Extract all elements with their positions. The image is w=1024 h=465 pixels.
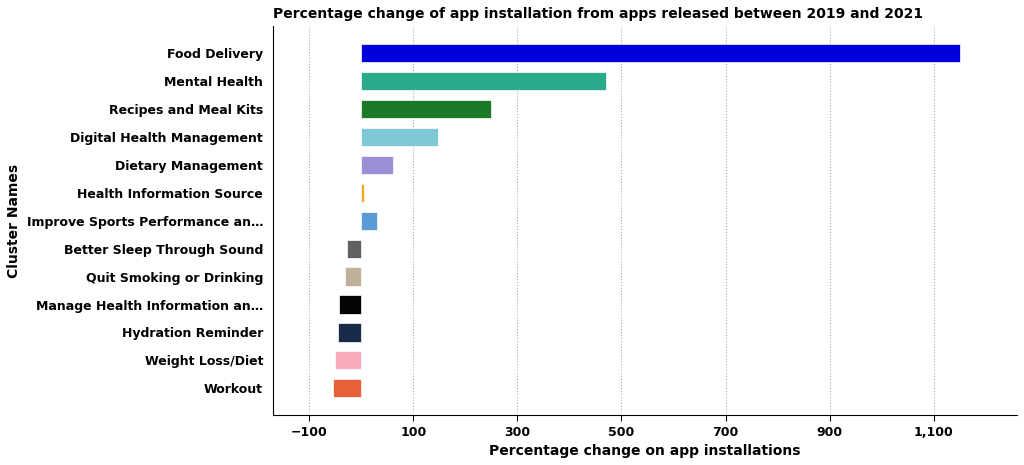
Bar [335,351,361,370]
Bar [361,100,492,118]
Bar [361,44,959,62]
Bar [347,239,361,258]
Bar [361,72,606,90]
Bar [361,212,377,230]
Bar [361,184,364,202]
X-axis label: Percentage change on app installations: Percentage change on app installations [489,444,801,458]
Bar [344,267,361,286]
Bar [338,323,361,341]
Bar [333,379,361,398]
Bar [361,156,393,174]
Bar [361,128,438,146]
Y-axis label: Cluster Names: Cluster Names [7,164,20,278]
Text: Percentage change of app installation from apps released between 2019 and 2021: Percentage change of app installation fr… [272,7,923,21]
Bar [339,295,361,313]
